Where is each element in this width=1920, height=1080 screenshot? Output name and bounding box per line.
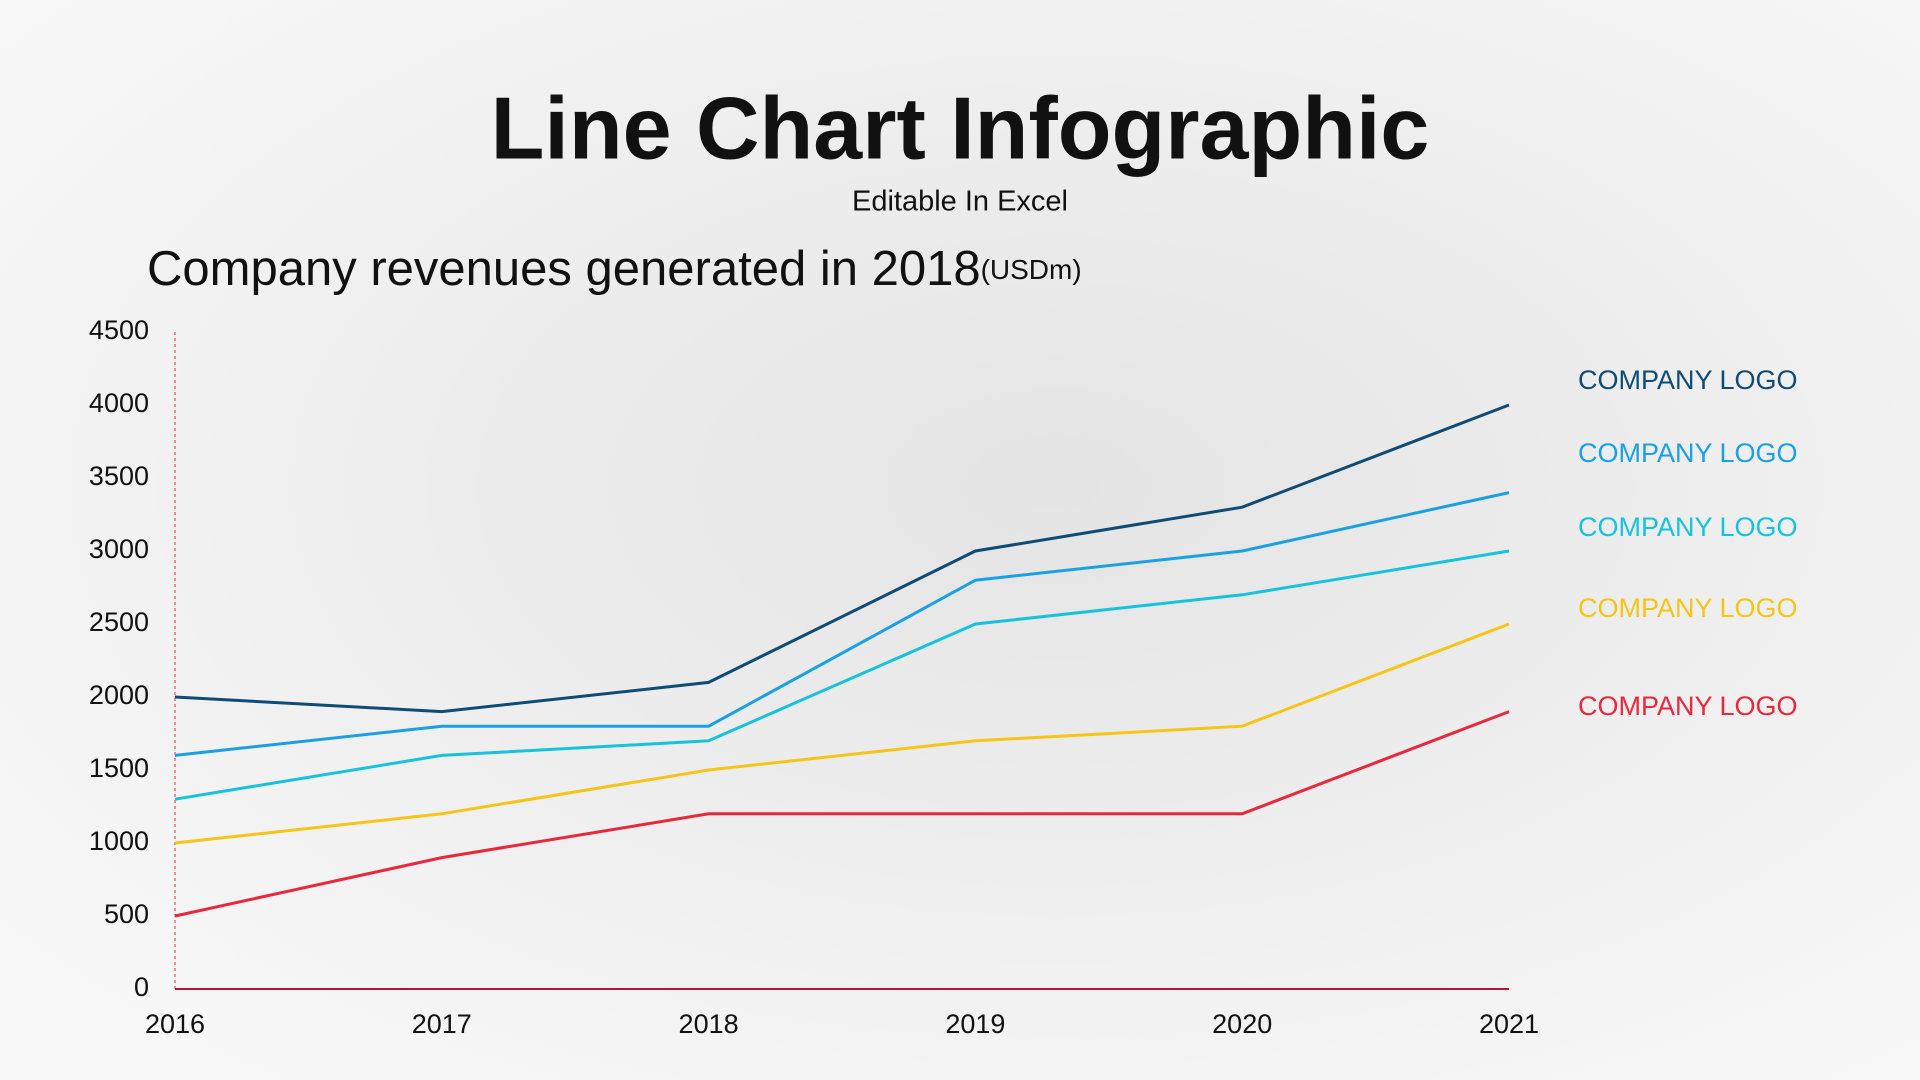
- legend-label: COMPANY LOGO: [1578, 512, 1798, 542]
- y-tick-label: 2000: [89, 680, 149, 710]
- legend-label: COMPANY LOGO: [1578, 593, 1798, 623]
- y-tick-label: 500: [104, 899, 149, 929]
- chart-title: Company revenues generated in 2018(USDm): [147, 242, 1082, 296]
- legend-label: COMPANY LOGO: [1578, 438, 1798, 468]
- y-tick-label: 4500: [89, 315, 149, 345]
- unit-label: (USDm): [981, 254, 1082, 285]
- x-tick-label: 2019: [945, 1009, 1005, 1039]
- y-tick-label: 0: [134, 972, 149, 1002]
- page-title: Line Chart Infographic: [491, 78, 1430, 177]
- y-tick-label: 2500: [89, 607, 149, 637]
- series-line: [174, 403, 1510, 714]
- chart-title-text: Company revenues generated in 2018: [147, 242, 981, 296]
- x-tick-label: 2017: [412, 1009, 472, 1039]
- series-line: [174, 491, 1510, 757]
- x-tick-label: 2016: [145, 1009, 205, 1039]
- x-tick-label: 2021: [1479, 1009, 1539, 1039]
- x-tick-label: 2018: [679, 1009, 739, 1039]
- series-line: [174, 622, 1510, 845]
- series-line: [174, 549, 1510, 801]
- legend-label: COMPANY LOGO: [1578, 365, 1798, 395]
- subtitle: Editable In Excel: [852, 186, 1068, 218]
- y-tick-label: 1500: [89, 753, 149, 783]
- x-tick-label: 2020: [1212, 1009, 1272, 1039]
- y-tick-label: 1000: [89, 826, 149, 856]
- series-line: [174, 710, 1510, 918]
- y-tick-label: 4000: [89, 388, 149, 418]
- y-tick-label: 3000: [89, 534, 149, 564]
- y-tick-label: 3500: [89, 461, 149, 491]
- legend-label: COMPANY LOGO: [1578, 691, 1798, 721]
